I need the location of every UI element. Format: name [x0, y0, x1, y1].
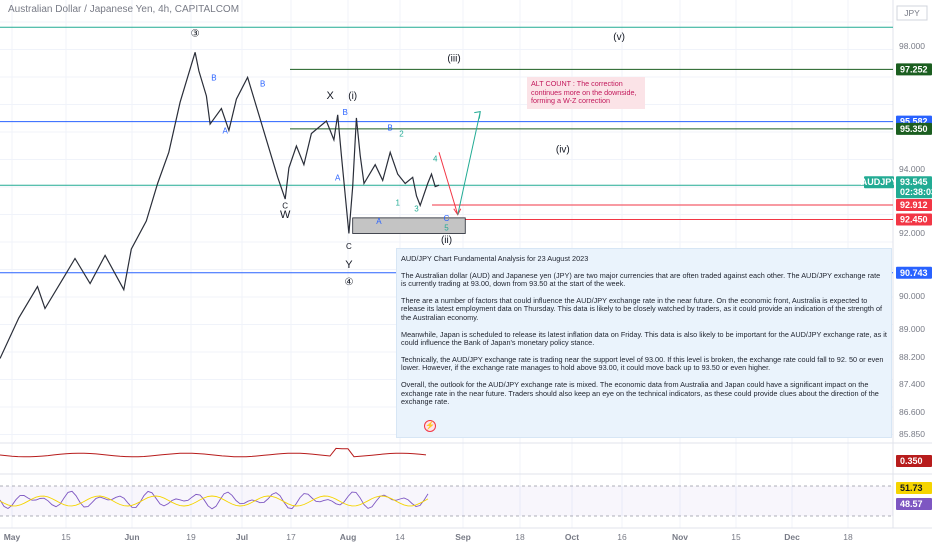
price-badge — [896, 122, 932, 135]
price-line — [0, 52, 440, 359]
wave-label: 1 — [395, 198, 400, 207]
price-label: 97.252 — [900, 64, 928, 74]
date-tick: Jun — [124, 532, 139, 542]
price-label: 92.450 — [900, 214, 928, 224]
horizontal-levels[interactable] — [0, 26, 893, 274]
date-tick: Nov — [672, 532, 688, 542]
wave-label: X — [327, 90, 335, 102]
date-tick: 14 — [395, 532, 405, 542]
projection-down-arrow[interactable] — [438, 152, 462, 216]
rsi-value: 48.57 — [900, 499, 923, 509]
wave-label: 4 — [433, 155, 438, 164]
indicator-badge — [896, 455, 932, 467]
wave-label: B — [388, 123, 393, 132]
date-tick: Dec — [784, 532, 800, 542]
wave-label: C — [282, 202, 288, 211]
analysis-note[interactable]: AUD/JPY Chart Fundamental Analysis for 2… — [396, 248, 892, 438]
projection-up-arrow[interactable] — [457, 111, 481, 215]
rsi-pane — [0, 485, 893, 517]
wave-label: (iv) — [556, 144, 570, 155]
date-tick: 17 — [286, 532, 296, 542]
indicator-value: 0.350 — [900, 456, 923, 466]
date-tick: 19 — [186, 532, 196, 542]
analysis-paragraph: Technically, the AUD/JPY exchange rate i… — [401, 354, 884, 373]
time-axis[interactable]: May 15 Jun 19 Jul 17 Aug 14 Sep 18 Oct 16 Nov 15 Dec 18… — [4, 5, 928, 542]
date-tick: 18 — [843, 532, 853, 542]
price-label: 95.582 — [900, 117, 928, 127]
analysis-paragraph: The Australian dollar (AUD) and Japanese… — [401, 270, 881, 289]
countdown-label: 02:38:03 — [900, 187, 932, 197]
price-tick: 94.000 — [899, 164, 925, 174]
wave-label: A — [376, 217, 382, 226]
rsi-line — [0, 490, 429, 510]
currency-box — [896, 5, 928, 21]
date-tick: Jul — [236, 532, 248, 542]
wave-label: ③ — [191, 29, 200, 40]
price-tick: 86.600 — [899, 407, 925, 417]
currency-label: JPY — [904, 8, 920, 18]
wave-label: 3 — [414, 205, 419, 214]
analysis-title: AUD/JPY Chart Fundamental Analysis for 2… — [401, 254, 589, 263]
rsi-band-fill — [0, 486, 893, 516]
wave-label: ④ — [344, 277, 353, 288]
price-tick: 87.400 — [899, 379, 925, 389]
price-tick: 90.000 — [899, 291, 925, 301]
lightning-icon[interactable]: ⚡ — [424, 420, 436, 432]
wave-label: (i) — [348, 91, 357, 102]
analysis-paragraph: Meanwhile, Japan is scheduled to release… — [401, 329, 887, 348]
symbol-label: AUDJPY — [861, 177, 898, 187]
indicator-pane-1 — [0, 447, 427, 458]
wave-label: B — [260, 80, 265, 89]
support-zone[interactable] — [352, 217, 466, 234]
wave-label: (v) — [613, 32, 625, 43]
price-badge — [896, 63, 932, 76]
price-label: 92.912 — [900, 200, 928, 210]
rsi-badge — [896, 482, 932, 494]
wave-label: Y — [345, 259, 353, 271]
analysis-paragraph: There are a number of factors that could… — [401, 295, 883, 322]
wave-label: B — [211, 73, 216, 82]
price-badge — [896, 199, 932, 211]
date-tick: 16 — [617, 532, 627, 542]
price-tick: 85.850 — [899, 429, 925, 439]
alt-count-note[interactable]: ALT COUNT : The correction continues mor… — [527, 77, 645, 109]
wave-label: C — [346, 242, 352, 251]
date-tick: Aug — [340, 532, 357, 542]
date-tick: Sep — [455, 532, 471, 542]
wave-label: (ii) — [441, 235, 452, 246]
price-badge — [896, 266, 932, 279]
rsi-ma-line — [0, 495, 429, 507]
price-tick: 98.000 — [899, 41, 925, 51]
date-tick: 15 — [731, 532, 741, 542]
date-tick: May — [4, 532, 21, 542]
rsi-badge — [896, 498, 932, 510]
wave-label: (iii) — [447, 54, 460, 65]
symbol-title[interactable]: Australian Dollar / Japanese Yen, 4h, CA… — [8, 4, 240, 15]
price-badge — [896, 213, 932, 226]
price-tick: 89.000 — [899, 324, 925, 334]
wave-label: C — [444, 214, 450, 223]
price-tick: 92.000 — [899, 228, 925, 238]
date-tick: 18 — [515, 532, 525, 542]
price-tick: 88.200 — [899, 352, 925, 362]
analysis-paragraph: Overall, the outlook for the AUD/JPY exc… — [401, 379, 879, 407]
wave-label: 5 — [444, 223, 449, 232]
price-label: 90.743 — [900, 268, 928, 278]
price-label: 95.350 — [900, 124, 928, 134]
indicator-line — [0, 447, 427, 458]
wave-label: 2 — [399, 130, 404, 139]
wave-label: A — [222, 127, 228, 136]
wave-label: A — [335, 173, 341, 182]
wave-label: W — [280, 209, 291, 221]
date-tick: Oct — [565, 532, 579, 542]
price-badge — [896, 176, 932, 199]
date-tick: 15 — [61, 532, 71, 542]
wave-label: B — [343, 108, 348, 117]
rsi-value: 51.73 — [900, 483, 923, 493]
price-label: 93.545 — [900, 177, 928, 187]
symbol-badge — [864, 176, 894, 189]
price-axis[interactable]: 98.000 94.000 92.000 90.000 89.000 88.200 87.4… — [899, 41, 925, 439]
